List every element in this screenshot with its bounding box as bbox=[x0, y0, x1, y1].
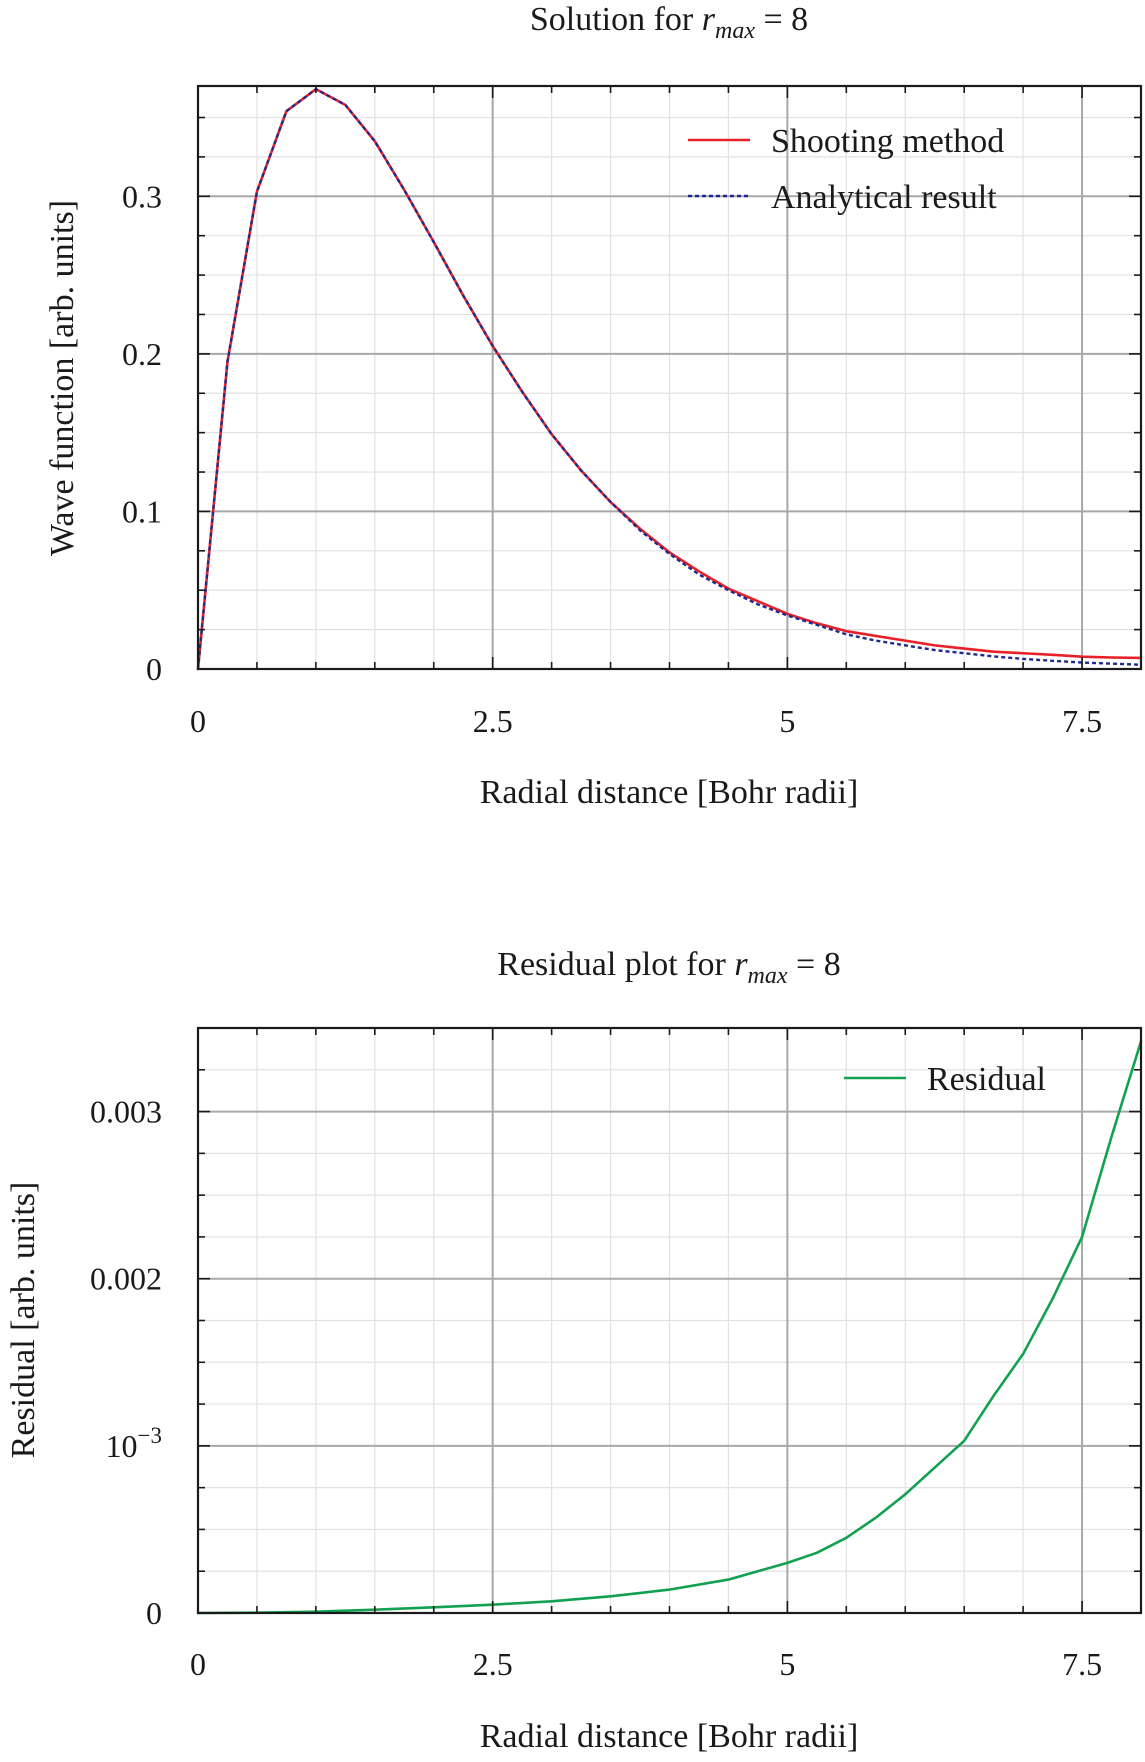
y-tick-label: 0.002 bbox=[90, 1261, 162, 1297]
grid bbox=[197, 86, 1142, 670]
legend-label: Residual bbox=[927, 1061, 1046, 1098]
x-tick-label: 0 bbox=[190, 1646, 206, 1682]
series-line-1 bbox=[196, 87, 1142, 670]
chart-title: Residual plot for rmax = 8 bbox=[497, 946, 840, 989]
y-axis-label: Residual [arb. units] bbox=[5, 1182, 42, 1459]
x-tick-label: 7.5 bbox=[1062, 703, 1102, 739]
y-tick-label: 0.1 bbox=[122, 493, 162, 529]
legend-label: Shooting method bbox=[771, 123, 1004, 160]
legend-item: Shooting method bbox=[688, 123, 1004, 160]
x-tick-label: 2.5 bbox=[473, 703, 513, 739]
y-axis-label: Wave function [arb. units] bbox=[44, 200, 81, 556]
x-tick-label: 0 bbox=[190, 703, 206, 739]
tick-labels: 0 2.5 5 7.5 0 0.1 0.2 0.3 bbox=[122, 178, 1102, 739]
residual-chart: Residual plot for rmax = 8 0 2.5 5 7.5 0 10−3… bbox=[5, 946, 1143, 1755]
x-axis-label: Radial distance [Bohr radii] bbox=[480, 774, 859, 811]
y-tick-label: 0.003 bbox=[90, 1094, 162, 1130]
legend: Shooting method Analytical result bbox=[688, 123, 1004, 216]
legend-item: Residual bbox=[844, 1061, 1046, 1098]
x-tick-label: 5 bbox=[779, 703, 795, 739]
tick-labels: 0 2.5 5 7.5 0 10−3 0.002 0.003 bbox=[90, 1094, 1102, 1682]
series-lines bbox=[196, 87, 1143, 671]
grid bbox=[197, 1027, 1142, 1614]
y-tick-label: 0.2 bbox=[122, 336, 162, 372]
y-tick-label: 0.3 bbox=[122, 178, 162, 214]
legend: Residual bbox=[844, 1061, 1046, 1098]
y-tick-label: 0 bbox=[146, 651, 162, 687]
plot-frame bbox=[196, 1026, 1143, 1615]
chart-title: Solution for rmax = 8 bbox=[530, 1, 808, 44]
y-tick-label: 0 bbox=[146, 1595, 162, 1631]
x-tick-label: 7.5 bbox=[1062, 1646, 1102, 1682]
legend-label: Analytical result bbox=[771, 179, 997, 216]
legend-item: Analytical result bbox=[688, 179, 997, 216]
series-lines bbox=[196, 1040, 1143, 1615]
x-tick-label: 2.5 bbox=[473, 1646, 513, 1682]
y-tick-label: 10−3 bbox=[106, 1423, 162, 1464]
x-axis-label: Radial distance [Bohr radii] bbox=[480, 1718, 859, 1755]
wave-function-chart: Solution for rmax = 8 0 2.5 5 7.5 0 0.1 0.2 0.3… bbox=[44, 1, 1143, 811]
series-line-0 bbox=[196, 1040, 1143, 1615]
x-tick-label: 5 bbox=[779, 1646, 795, 1682]
plot-frame bbox=[196, 84, 1143, 671]
